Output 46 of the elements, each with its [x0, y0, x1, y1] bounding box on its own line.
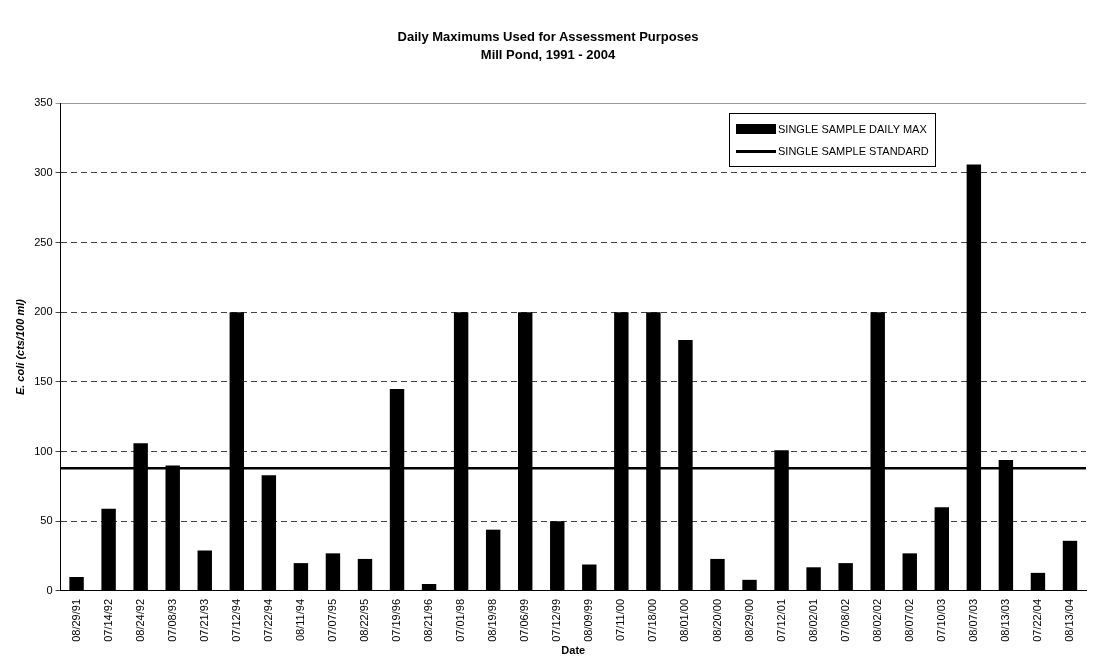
y-tick-label: 100	[34, 444, 53, 457]
y-tick-label: 0	[46, 584, 53, 597]
y-tick-label: 200	[34, 305, 53, 318]
y-tick-label: 300	[34, 165, 53, 178]
x-tick-label: 07/01/98	[454, 598, 467, 642]
x-tick-label: 08/13/03	[998, 598, 1011, 642]
x-tick-label: 08/13/04	[1063, 598, 1076, 642]
x-tick-label: 07/10/03	[934, 598, 947, 642]
y-tick-label: 50	[40, 514, 53, 527]
x-tick-label: 08/29/00	[742, 598, 755, 642]
x-tick-label: 08/29/91	[69, 598, 82, 642]
x-tick-label: 08/20/00	[710, 598, 723, 642]
x-tick-label: 07/22/94	[261, 598, 274, 642]
legend-label: SINGLE SAMPLE DAILY MAX	[778, 123, 927, 136]
x-tick-label: 07/12/99	[550, 598, 563, 642]
legend-label: SINGLE SAMPLE STANDARD	[778, 145, 929, 158]
x-tick-label: 07/11/00	[614, 598, 627, 641]
x-tick-label: 07/07/95	[325, 598, 338, 642]
x-tick-label: 07/06/99	[518, 598, 531, 642]
x-tick-label: 07/18/00	[646, 598, 659, 642]
x-tick-label: 08/09/99	[582, 598, 595, 642]
x-tick-label: 07/21/93	[197, 598, 210, 642]
y-tick-label: 150	[34, 374, 53, 387]
x-axis-title: Date	[561, 644, 586, 657]
y-tick-label: 250	[34, 235, 53, 248]
x-tick-label: 08/02/02	[870, 598, 883, 642]
y-axis-title: E. coli (cts/100 ml)	[13, 298, 26, 396]
x-tick-label: 08/01/00	[678, 598, 691, 642]
x-tick-label: 07/22/04	[1030, 598, 1043, 642]
x-tick-label: 08/21/96	[422, 598, 435, 642]
chart-subtitle: Mill Pond, 1991 - 2004	[480, 46, 616, 62]
x-tick-label: 08/07/02	[902, 598, 915, 642]
x-tick-label: 08/02/01	[806, 598, 819, 642]
x-tick-label: 07/14/92	[101, 598, 114, 642]
x-tick-label: 07/12/01	[774, 598, 787, 642]
y-tick-label: 350	[34, 96, 53, 109]
x-tick-label: 08/22/95	[358, 598, 371, 642]
x-tick-label: 08/24/92	[133, 598, 146, 642]
x-tick-label: 08/07/03	[966, 598, 979, 642]
x-tick-label: 07/12/94	[229, 598, 242, 642]
x-tick-label: 08/19/98	[486, 598, 499, 642]
x-tick-label: 07/19/96	[390, 598, 403, 642]
x-tick-label: 07/08/93	[165, 598, 178, 642]
chart-title: Daily Maximums Used for Assessment Purposes	[397, 29, 699, 45]
x-tick-label: 08/11/94	[293, 598, 306, 641]
x-tick-label: 07/08/02	[838, 598, 851, 642]
